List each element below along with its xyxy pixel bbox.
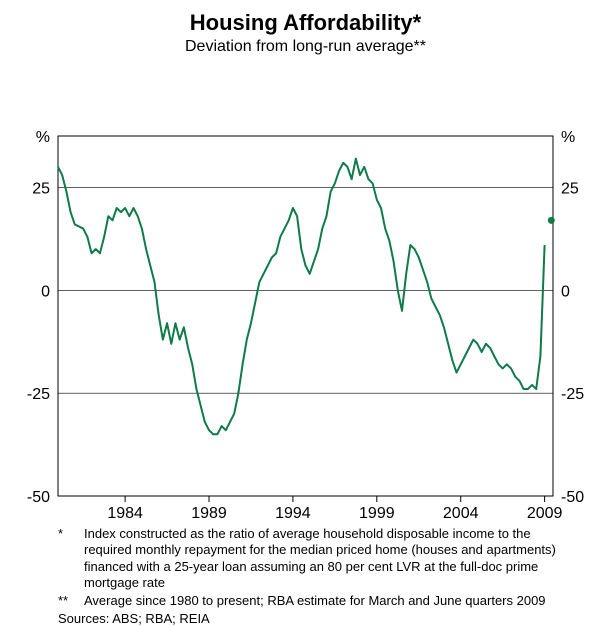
footnotes: *Index constructed as the ratio of avera… bbox=[0, 526, 611, 609]
footnote-row: **Average since 1980 to present; RBA est… bbox=[0, 593, 611, 609]
y-tick-label: -50 bbox=[27, 489, 50, 506]
footnote-row: *Index constructed as the ratio of avera… bbox=[0, 526, 611, 591]
x-tick-label: 1984 bbox=[107, 505, 143, 522]
footnote-text: Index constructed as the ratio of averag… bbox=[84, 526, 571, 591]
x-tick-label: 2004 bbox=[443, 505, 479, 522]
footnote-mark: * bbox=[58, 526, 84, 591]
y-tick-label: 0 bbox=[561, 283, 570, 300]
y-axis-unit-right: % bbox=[561, 129, 575, 146]
y-axis-unit-left: % bbox=[36, 129, 50, 146]
y-tick-label: -50 bbox=[561, 489, 584, 506]
line-chart: -50 -50 -25 -25 0 0 25 25%% 1984 1989 1994 1999 2004… bbox=[0, 60, 611, 526]
y-tick-label: -25 bbox=[561, 386, 584, 403]
y-tick-label: 0 bbox=[41, 283, 50, 300]
y-tick-label: 25 bbox=[32, 180, 50, 197]
x-tick-label: 1989 bbox=[191, 505, 227, 522]
footnote-mark: ** bbox=[58, 593, 84, 609]
footnote-text: Average since 1980 to present; RBA estim… bbox=[84, 593, 546, 609]
chart-subtitle: Deviation from long-run average** bbox=[0, 36, 611, 60]
y-tick-label: -25 bbox=[27, 386, 50, 403]
x-tick-label: 2009 bbox=[527, 505, 563, 522]
estimate-point bbox=[548, 217, 555, 224]
chart-title: Housing Affordability* bbox=[0, 0, 611, 36]
y-tick-label: 25 bbox=[561, 180, 579, 197]
x-tick-label: 1994 bbox=[275, 505, 311, 522]
x-tick-label: 1999 bbox=[359, 505, 395, 522]
